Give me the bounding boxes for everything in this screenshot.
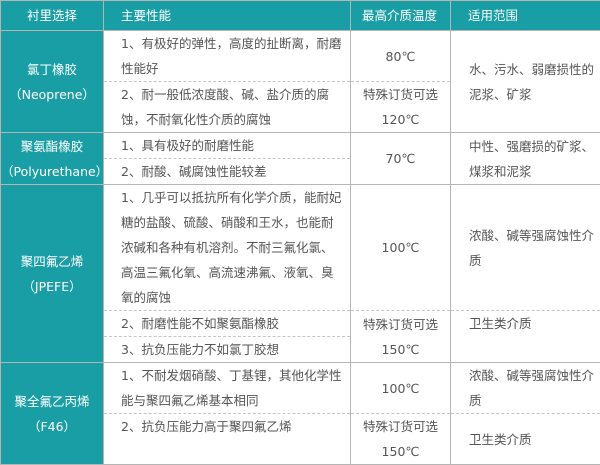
scope-cell: 卫生类介质 xyxy=(451,414,600,465)
temp-value: 100℃ xyxy=(351,363,451,414)
scope-cell: 中性、强磨损的矿浆、煤浆和泥浆 xyxy=(451,133,600,185)
temp-special-label: 特殊订货可选 xyxy=(351,312,450,337)
temp-special: 特殊订货可选 120℃ xyxy=(351,82,451,133)
lining-cell: 聚氨酯橡胶 （Polyurethane） xyxy=(1,133,104,185)
temp-special-label: 特殊订货可选 xyxy=(351,82,450,107)
table-row: 聚四氟乙烯 （JPEFE） 1、几乎可以抵抗所有化学介质，能耐妃糖的盐酸、硫酸、… xyxy=(1,185,600,311)
performance-item: 1、几乎可以抵抗所有化学介质，能耐妃糖的盐酸、硫酸、硝酸和王水，也能耐浓碱和各种… xyxy=(104,185,351,311)
table-row: 聚全氟乙丙烯 （F46） 1、不耐发烟硝酸、丁基锂，其他化学性能与聚四氟乙烯基本… xyxy=(1,363,600,414)
performance-item: 2、抗负压能力高于聚四氟乙烯 xyxy=(104,414,351,465)
temp-special-value: 150℃ xyxy=(351,439,450,464)
lining-code: （Neoprene） xyxy=(1,82,103,107)
scope-cell: 浓酸、碱等强腐蚀性介质 xyxy=(451,185,600,311)
lining-code: （Polyurethane） xyxy=(1,159,103,184)
performance-item: 1、有极好的弹性，高度的扯断离，耐磨性能好 xyxy=(104,31,351,82)
lining-name: 聚全氟乙丙烯 xyxy=(1,389,103,414)
table-row: 氯丁橡胶 （Neoprene） 1、有极好的弹性，高度的扯断离，耐磨性能好 80… xyxy=(1,31,600,82)
temp-value: 100℃ xyxy=(351,185,451,311)
lining-name: 氯丁橡胶 xyxy=(1,57,103,82)
header-lining: 衬里选择 xyxy=(1,1,104,31)
performance-item: 2、耐一般低浓度酸、碱、盐介质的腐蚀，不耐氧化性介质的腐蚀 xyxy=(104,82,351,133)
header-scope: 适用范围 xyxy=(451,1,600,31)
header-row: 衬里选择 主要性能 最高介质温度 适用范围 xyxy=(1,1,600,31)
scope-cell: 浓酸、碱等强腐蚀性介质 xyxy=(451,363,600,414)
lining-code: （F46） xyxy=(1,414,103,439)
scope-cell: 卫生类介质 xyxy=(451,311,600,363)
performance-item: 2、耐酸、碱腐蚀性能较差 xyxy=(104,159,351,185)
header-performance: 主要性能 xyxy=(104,1,351,31)
performance-item: 3、抗负压能力不如氯丁胶想 xyxy=(104,337,351,363)
lining-cell: 氯丁橡胶 （Neoprene） xyxy=(1,31,104,133)
temp-special-value: 120℃ xyxy=(351,107,450,132)
temp-special: 特殊订货可选 150℃ xyxy=(351,311,451,363)
header-max-temp: 最高介质温度 xyxy=(351,1,451,31)
lining-code: （JPEFE） xyxy=(1,274,103,299)
performance-item: 1、不耐发烟硝酸、丁基锂，其他化学性能与聚四氟乙烯基本相同 xyxy=(104,363,351,414)
lining-name: 聚氨酯橡胶 xyxy=(1,134,103,159)
table-row: 聚氨酯橡胶 （Polyurethane） 1、具有极好的耐磨性能 70℃ 中性、… xyxy=(1,133,600,159)
lining-name: 聚四氟乙烯 xyxy=(1,249,103,274)
lining-cell: 聚全氟乙丙烯 （F46） xyxy=(1,363,104,465)
temp-value: 80℃ xyxy=(351,31,451,82)
performance-item: 1、具有极好的耐磨性能 xyxy=(104,133,351,159)
performance-item: 2、耐磨性能不如聚氨酯橡胶 xyxy=(104,311,351,337)
temp-special: 特殊订货可选 150℃ xyxy=(351,414,451,465)
temp-special-value: 150℃ xyxy=(351,337,450,362)
temp-value: 70℃ xyxy=(351,133,451,185)
scope-cell: 水、污水、弱磨损性的泥浆、矿浆 xyxy=(451,31,600,133)
lining-cell: 聚四氟乙烯 （JPEFE） xyxy=(1,185,104,363)
